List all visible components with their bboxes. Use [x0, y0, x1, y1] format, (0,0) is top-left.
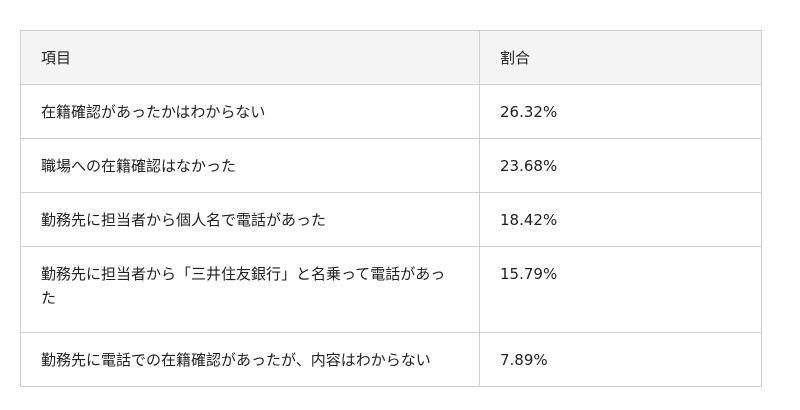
- cell-item: 勤務先に担当者から個人名で電話があった: [20, 192, 480, 247]
- cell-ratio: 7.89%: [479, 332, 762, 387]
- table-row: 勤務先に電話での在籍確認があったが、内容はわからない 7.89%: [20, 332, 762, 387]
- header-ratio: 割合: [479, 30, 762, 85]
- cell-ratio: 15.79%: [479, 246, 762, 333]
- cell-item: 勤務先に電話での在籍確認があったが、内容はわからない: [20, 332, 480, 387]
- cell-ratio: 26.32%: [479, 84, 762, 139]
- cell-item: 勤務先に担当者から「三井住友銀行」と名乗って電話があった: [20, 246, 480, 333]
- cell-ratio: 23.68%: [479, 138, 762, 193]
- cell-item: 在籍確認があったかはわからない: [20, 84, 480, 139]
- data-table: 項目 割合 在籍確認があったかはわからない 26.32% 職場への在籍確認はなか…: [20, 30, 762, 387]
- table-row: 勤務先に担当者から個人名で電話があった 18.42%: [20, 192, 762, 247]
- cell-ratio: 18.42%: [479, 192, 762, 247]
- table-row: 職場への在籍確認はなかった 23.68%: [20, 138, 762, 193]
- table-header-row: 項目 割合: [20, 30, 762, 85]
- header-item: 項目: [20, 30, 480, 85]
- table-row: 在籍確認があったかはわからない 26.32%: [20, 84, 762, 139]
- cell-item: 職場への在籍確認はなかった: [20, 138, 480, 193]
- table-row: 勤務先に担当者から「三井住友銀行」と名乗って電話があった 15.79%: [20, 246, 762, 333]
